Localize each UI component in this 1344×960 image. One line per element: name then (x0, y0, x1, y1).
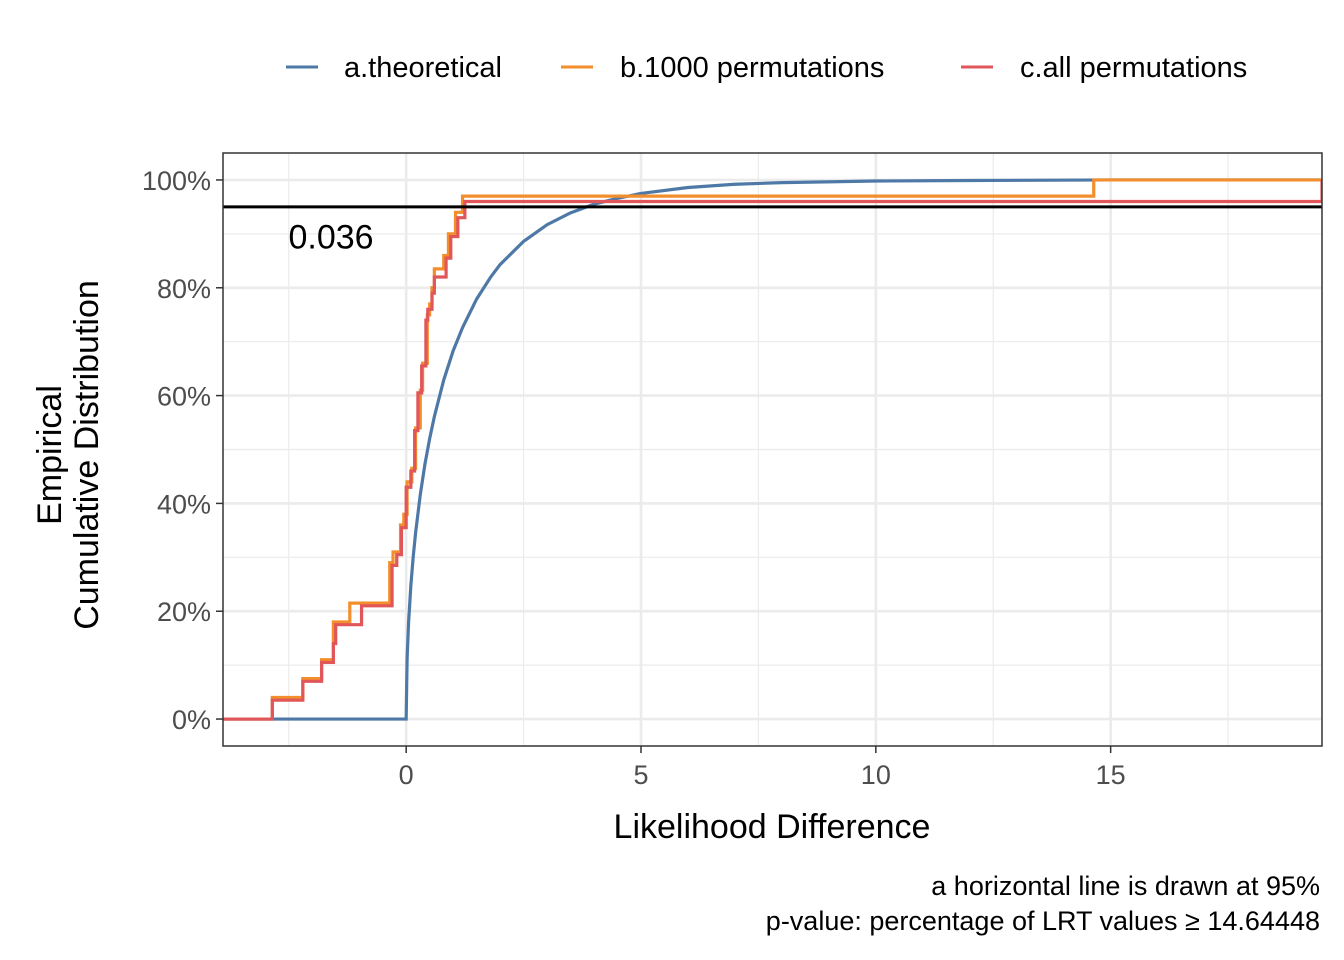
x-axis: 0 5 10 15 (399, 746, 1126, 790)
caption-line-1: a horizontal line is drawn at 95% (931, 871, 1320, 901)
series-line-a-theoretical (223, 178, 1322, 721)
legend-label-1000-permutations: b.1000 permutations (620, 52, 884, 84)
annotation-label: 0.036 (288, 219, 373, 257)
plot-panel-border (222, 152, 1323, 747)
y-tick-label: 60% (157, 382, 211, 412)
caption-line-2: p-value: percentage of LRT values ≥ 14.6… (766, 906, 1320, 936)
x-tick-label: 15 (1096, 760, 1126, 790)
y-axis-title: Empirical Cumulative Distribution (31, 280, 106, 630)
y-axis: 0% 20% 40% 60% 80% 100% (142, 166, 223, 735)
legend: a.theoretical b.1000 permutations c.all … (286, 52, 1247, 84)
legend-label-theoretical: a.theoretical (344, 52, 502, 84)
x-tick-label: 0 (399, 760, 414, 790)
y-tick-label: 0% (172, 705, 211, 735)
x-tick-label: 5 (633, 760, 648, 790)
y-tick-label: 40% (157, 489, 211, 519)
series-line-c-all-permutations (223, 179, 1322, 721)
y-axis-title-line-1: Empirical (31, 385, 69, 525)
y-tick-label: 100% (142, 166, 211, 196)
series-lines (223, 178, 1322, 721)
x-tick-label: 10 (861, 760, 891, 790)
x-axis-title: Likelihood Difference (614, 808, 931, 846)
y-tick-label: 20% (157, 597, 211, 627)
y-tick-label: 80% (157, 274, 211, 304)
series-line-b-1000-permutations (223, 178, 1322, 721)
y-axis-title-line-2: Cumulative Distribution (68, 280, 106, 630)
legend-label-all-permutations: c.all permutations (1020, 52, 1247, 84)
